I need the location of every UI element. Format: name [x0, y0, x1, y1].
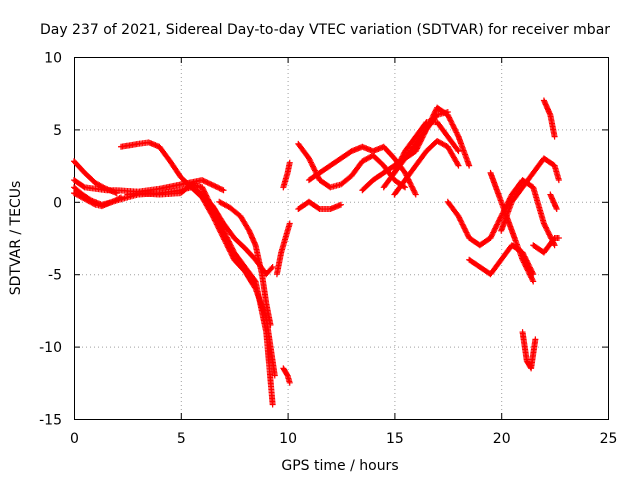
- series-markers: [391, 109, 451, 176]
- y-tick-label: 5: [53, 123, 62, 139]
- y-tick-label: 0: [53, 195, 62, 211]
- y-tick-label: -10: [39, 340, 62, 356]
- x-tick-label: 0: [70, 431, 79, 447]
- x-tick-label: 10: [279, 431, 297, 447]
- x-tick-label: 25: [600, 431, 618, 447]
- series-sat-q: [391, 137, 462, 198]
- data-points: [71, 97, 562, 408]
- series-sat-j: [280, 365, 293, 386]
- series-markers: [188, 184, 276, 278]
- axis-ticks: [74, 57, 609, 420]
- plot-frame: [74, 57, 609, 420]
- series-markers: [519, 329, 539, 372]
- series-sat-n: [295, 198, 344, 213]
- series-sat-k: [280, 159, 293, 191]
- series-sat-v: [498, 155, 562, 234]
- series-sat-h: [216, 198, 274, 328]
- x-tick-label: 15: [386, 431, 404, 447]
- x-axis-label: GPS time / hours: [281, 458, 398, 474]
- series-markers: [540, 97, 558, 140]
- y-axis-label: SDTVAR / TECUs: [8, 181, 24, 296]
- series-sat-g: [188, 184, 276, 278]
- y-tick-label: -5: [48, 268, 62, 284]
- series-sat-i: [273, 220, 293, 278]
- y-tick-label: 10: [44, 51, 62, 67]
- series-sat-w: [519, 329, 539, 372]
- x-tick-label: 20: [493, 431, 511, 447]
- series-sat-y: [530, 235, 562, 256]
- series-sat-r: [391, 109, 451, 176]
- series-sat-u: [487, 169, 537, 285]
- tick-labels: 0 5 10 15 20 25 -15 -10 -5 0 5 10: [39, 51, 617, 448]
- series-markers: [391, 137, 462, 198]
- series-sat-x: [540, 97, 558, 140]
- series-sat-z: [547, 191, 560, 213]
- y-tick-label: -15: [39, 413, 62, 429]
- series-markers: [498, 155, 562, 234]
- series-markers: [280, 159, 293, 191]
- series-markers: [487, 169, 537, 285]
- chart-title: Day 237 of 2021, Sidereal Day-to-day VTE…: [40, 22, 610, 38]
- series-markers: [547, 191, 560, 213]
- series-markers: [530, 235, 562, 256]
- x-tick-label: 5: [177, 431, 186, 447]
- series-markers: [273, 220, 293, 278]
- series-markers: [216, 198, 274, 328]
- series-markers: [295, 198, 344, 213]
- series-markers: [280, 365, 293, 386]
